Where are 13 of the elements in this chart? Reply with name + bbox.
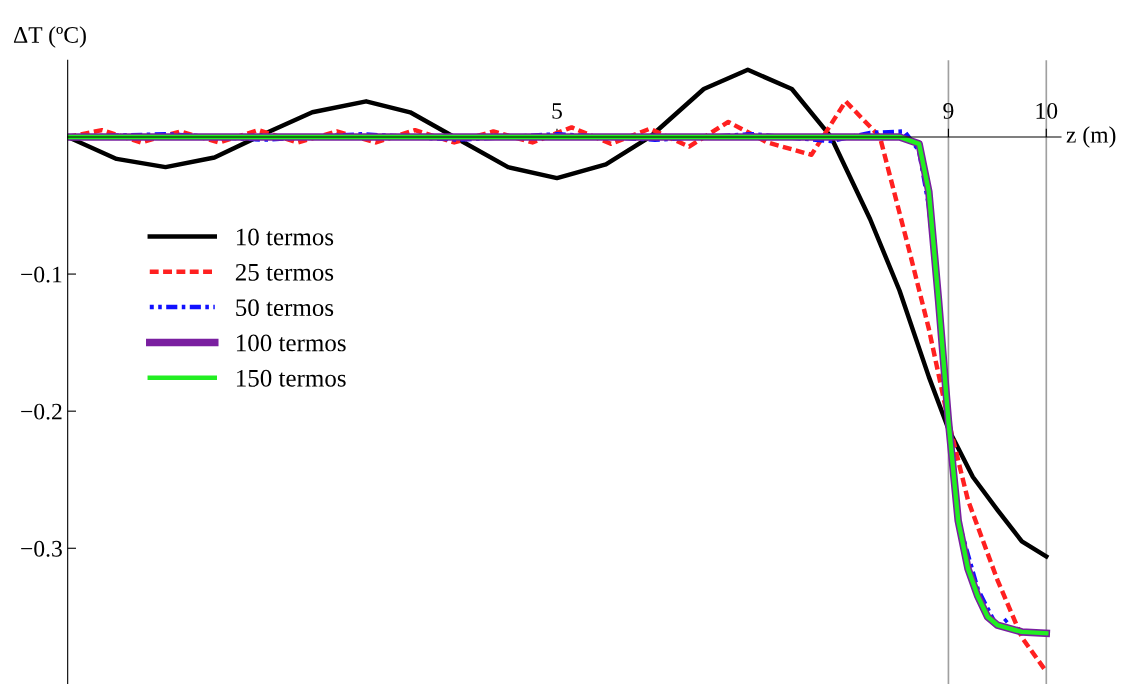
y-tick-label: −0.2: [21, 403, 62, 420]
legend-label: 50 termos: [236, 299, 334, 317]
y-axis-title: ΔT (ºC): [13, 26, 86, 48]
legend-label: 25 termos: [235, 263, 334, 281]
x-axis-title: z (m): [1066, 126, 1116, 148]
legend-label: 10 termos: [236, 228, 334, 246]
legend-label: 100 termos: [236, 334, 346, 352]
x-tick-label: 10: [1036, 102, 1058, 119]
legend-label: 150 termos: [236, 369, 346, 387]
y-tick-label: −0.3: [21, 540, 62, 557]
x-tick-label: 5: [552, 103, 562, 119]
y-tick-label: −0.1: [21, 266, 62, 283]
x-tick-label: 9: [943, 103, 954, 119]
